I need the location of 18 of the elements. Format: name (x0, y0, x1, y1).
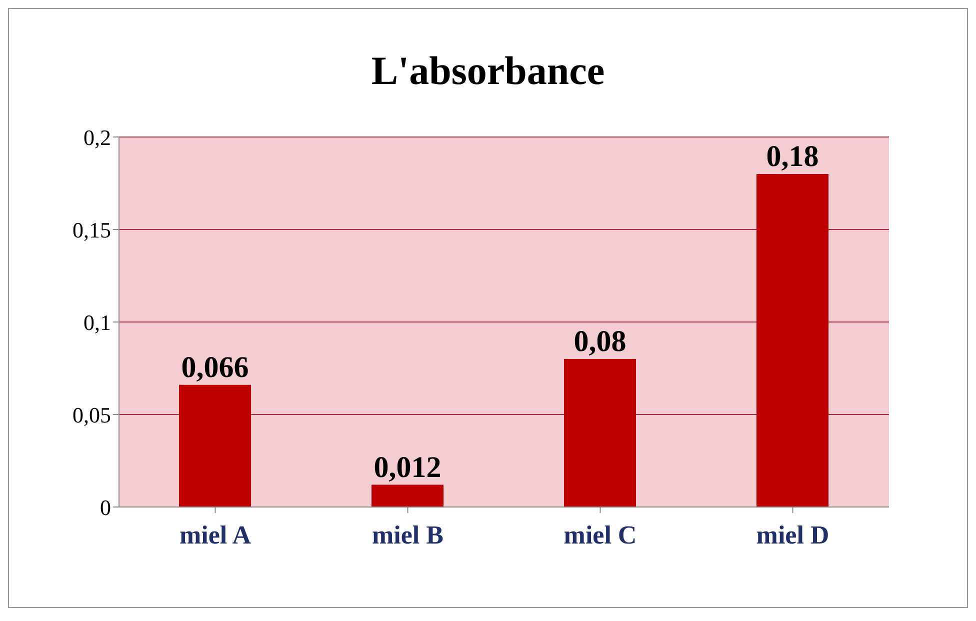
bar (372, 484, 444, 507)
x-tick-label: miel B (372, 520, 444, 550)
data-label: 0,066 (181, 350, 249, 384)
bar (179, 384, 251, 507)
data-label: 0,18 (766, 140, 819, 173)
bar (756, 174, 828, 507)
x-tick-label: miel D (756, 520, 830, 550)
data-label: 0,012 (374, 450, 442, 484)
y-tick-label: 0,05 (72, 402, 111, 428)
bar (564, 359, 636, 507)
x-tick-label: miel A (180, 520, 252, 550)
chart-title: L'absorbance (370, 47, 606, 95)
y-tick-label: 0,2 (84, 124, 111, 150)
x-tick-label: miel C (564, 520, 637, 550)
y-tick-label: 0 (100, 494, 111, 520)
data-label: 0,08 (574, 325, 626, 358)
y-tick-label: 0,15 (72, 217, 111, 242)
y-tick-label: 0,1 (84, 310, 111, 335)
